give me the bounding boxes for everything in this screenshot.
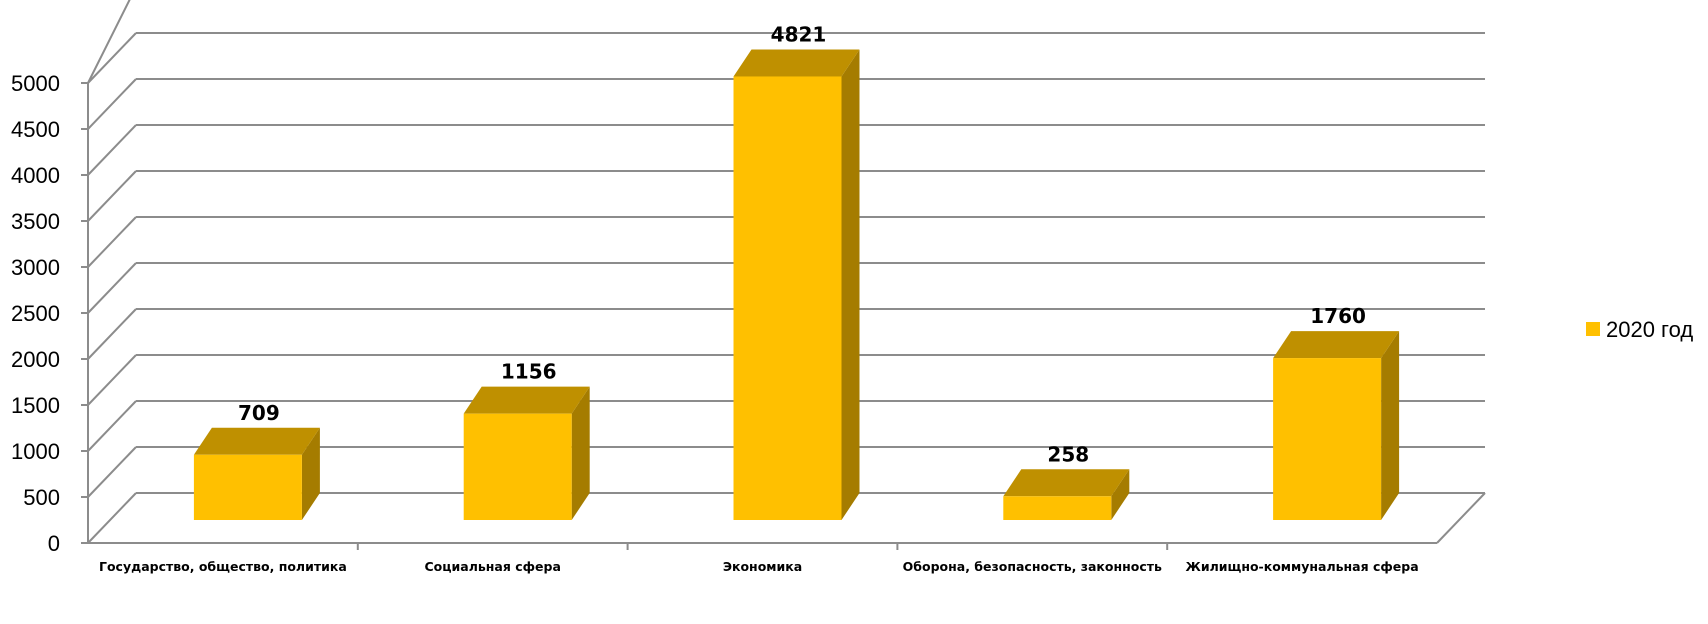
- bar-top: [193, 427, 320, 455]
- bar-side: [1381, 331, 1400, 520]
- data-label: 4821: [771, 22, 827, 46]
- bar-front: [1273, 358, 1382, 520]
- bar: [463, 386, 590, 520]
- y-tick-label: 2000: [11, 347, 60, 372]
- x-axis-category-labels: Государство, общество, политика Социальна…: [99, 559, 1419, 574]
- bar-top: [733, 49, 860, 77]
- y-tick-label: 4000: [11, 163, 60, 188]
- bar-top: [1273, 331, 1400, 359]
- bars: [193, 49, 1400, 521]
- y-tick-label: 0: [48, 531, 60, 556]
- bar-front: [733, 76, 842, 520]
- data-label: 258: [1047, 442, 1089, 466]
- data-labels: 709 1156 4821 258 1760: [238, 22, 1366, 466]
- bar-top: [1003, 469, 1130, 497]
- data-label: 1156: [501, 360, 557, 384]
- gridline-diagonal: [87, 170, 137, 222]
- floor-right-edge: [1436, 492, 1486, 544]
- bar-side: [301, 427, 320, 520]
- x-category-label: Жилищно-коммунальная сфера: [1186, 559, 1419, 574]
- bar-front: [463, 413, 572, 520]
- bar: [1003, 469, 1130, 520]
- data-label: 709: [238, 401, 280, 425]
- gridline-diagonal: [87, 400, 137, 452]
- y-tick-label: 5000: [11, 71, 60, 96]
- floor-left-edge: [87, 492, 137, 544]
- bar-front: [1003, 496, 1112, 520]
- gridline-diagonal: [87, 446, 137, 498]
- bar-side: [1111, 469, 1130, 520]
- y-tick-label: 500: [23, 485, 60, 510]
- x-category-label: Оборона, безопасность, законность: [903, 559, 1162, 574]
- gridline-diagonal: [87, 262, 137, 314]
- gridline-diagonal: [87, 216, 137, 268]
- y-axis-tick-labels: 0 500 1000 1500 2000 2500 3000 3500 4000 4500 5000: [11, 71, 60, 556]
- bar: [733, 49, 860, 521]
- gridline-diagonal: [87, 32, 137, 84]
- y-tick-label: 1500: [11, 393, 60, 418]
- bar: [1273, 331, 1400, 520]
- bar-top: [463, 386, 590, 414]
- bar: [193, 427, 320, 520]
- y-tick-label: 3000: [11, 255, 60, 280]
- y-tick-label: 1000: [11, 439, 60, 464]
- gridline-diagonal: [87, 78, 137, 130]
- legend: 2020 год: [1586, 317, 1693, 342]
- y-tick-label: 2500: [11, 301, 60, 326]
- x-category-label: Социальная сфера: [424, 559, 560, 574]
- bar-side: [571, 386, 590, 520]
- legend-label: 2020 год: [1606, 317, 1693, 342]
- y-tick-label: 4500: [11, 117, 60, 142]
- legend-swatch: [1586, 322, 1600, 336]
- bar-side: [841, 49, 860, 521]
- bar-front: [193, 454, 302, 520]
- gridline-diagonal: [87, 124, 137, 176]
- x-category-label: Экономика: [723, 559, 802, 574]
- data-label: 1760: [1310, 304, 1366, 328]
- axes: [81, 82, 1486, 550]
- gridline-diagonal: [87, 0, 131, 84]
- y-tick-label: 3500: [11, 209, 60, 234]
- gridline-diagonal: [87, 354, 137, 406]
- x-category-label: Государство, общество, политика: [99, 559, 347, 574]
- gridline-diagonal: [87, 308, 137, 360]
